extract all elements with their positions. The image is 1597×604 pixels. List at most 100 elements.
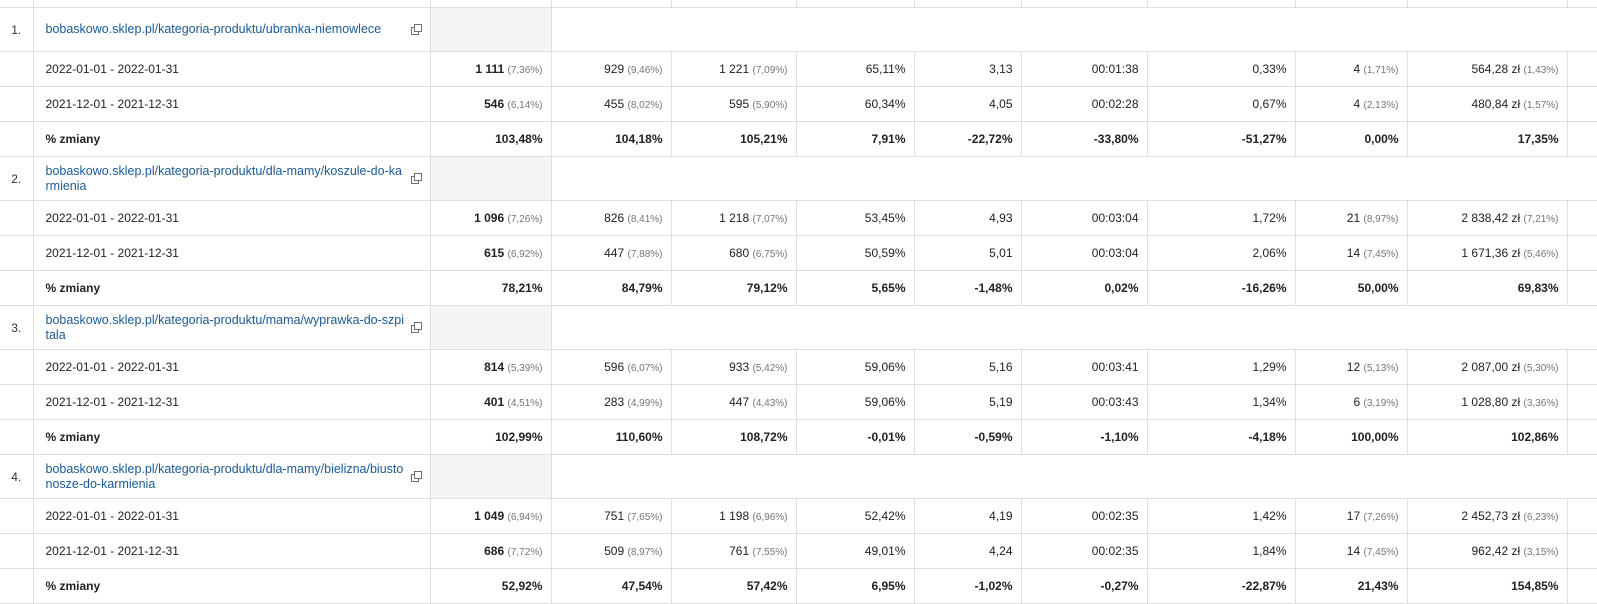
metric-c2-value: 596 (604, 360, 625, 374)
metric-c2-cell: 47,54% (551, 568, 672, 604)
metric-c9-value: 1 671,36 zł (1461, 246, 1521, 260)
metric-c5-cell: 5,19 (914, 384, 1022, 420)
url-row-shaded-cell (430, 454, 552, 499)
metric-c2-cell: 104,18% (551, 121, 672, 157)
metric-c4-cell: 50,59% (796, 235, 915, 271)
metric-c4-cell: 5,65% (796, 270, 915, 306)
metric-c9-value: 480,84 zł (1471, 97, 1521, 111)
page-url-link[interactable]: bobaskowo.sklep.pl/kategoria-produktu/ma… (45, 312, 405, 342)
metric-c7-value: 0,33% (1252, 62, 1287, 76)
metric-c3-value: 108,72% (740, 430, 788, 444)
page-url-link[interactable]: bobaskowo.sklep.pl/kategoria-produktu/dl… (45, 461, 404, 491)
change-label: % zmiany (33, 121, 431, 157)
metric-c1-cell: 52,92% (430, 568, 552, 604)
metric-c1-value: 78,21% (501, 281, 543, 295)
metric-c4-cell: 59,06% (796, 384, 915, 420)
header-stub-row (0, 0, 1597, 8)
metric-c6-value: 00:03:04 (1091, 211, 1139, 225)
metric-c7-cell: -16,26% (1147, 270, 1296, 306)
url-row-blank (551, 305, 1597, 350)
metric-c5-value: 5,16 (989, 360, 1013, 374)
metric-c1-cell: 1 049 (6,94%) (430, 498, 552, 534)
metric-c4-value: 60,34% (864, 97, 906, 111)
page-url-link[interactable]: bobaskowo.sklep.pl/kategoria-produktu/ub… (45, 22, 382, 36)
metric-c3-share: (7,09%) (752, 65, 788, 76)
metric-c8-cell: 4 (2,13%) (1295, 86, 1408, 122)
metric-c8-share: (3,19%) (1363, 398, 1399, 409)
row-spacer (0, 568, 34, 604)
metric-c1-cell: 1 096 (7,26%) (430, 200, 552, 236)
metric-c1-cell: 814 (5,39%) (430, 349, 552, 385)
date-range-label: 2021-12-01 - 2021-12-31 (33, 86, 431, 122)
metric-c6-cell: 00:03:04 (1021, 200, 1148, 236)
metric-c6-cell: 00:02:28 (1021, 86, 1148, 122)
metric-c5-value: -0,59% (974, 430, 1013, 444)
metric-c9-value: 17,35% (1517, 132, 1559, 146)
metric-c5-cell: -22,72% (914, 121, 1022, 157)
metric-c3-cell: 595 (5,90%) (671, 86, 797, 122)
metric-c3-cell: 1 218 (7,07%) (671, 200, 797, 236)
date-range-label: 2022-01-01 - 2022-01-31 (33, 498, 431, 534)
metric-c5-cell: 5,16 (914, 349, 1022, 385)
metric-c5-cell: -1,02% (914, 568, 1022, 604)
metric-c9-cell: 69,83% (1407, 270, 1568, 306)
metric-c2-value: 826 (604, 211, 625, 225)
external-link-icon[interactable] (410, 322, 422, 333)
metric-c7-cell: 1,42% (1147, 498, 1296, 534)
metric-c1-share: (7,26%) (507, 214, 543, 225)
metric-c6-value: 00:02:28 (1091, 97, 1139, 111)
page-url-link[interactable]: bobaskowo.sklep.pl/kategoria-produktu/dl… (45, 163, 402, 193)
metric-c1-cell: 103,48% (430, 121, 552, 157)
metric-c1-value: 546 (484, 97, 505, 111)
metric-c3-cell: 108,72% (671, 419, 797, 455)
row-tail (1567, 270, 1597, 306)
url-row-blank (551, 454, 1597, 499)
metric-c2-value: 929 (604, 62, 625, 76)
metric-c8-share: (7,45%) (1363, 249, 1399, 260)
metric-c8-share: (7,26%) (1363, 512, 1399, 523)
metric-c1-value: 686 (484, 544, 505, 558)
metric-c4-value: 6,95% (871, 579, 906, 593)
metric-c3-value: 1 198 (719, 509, 750, 523)
metric-c6-cell: 00:02:35 (1021, 498, 1148, 534)
metric-c1-value: 1 111 (475, 62, 505, 76)
external-link-icon[interactable] (410, 173, 422, 184)
row-spacer (0, 86, 34, 122)
metric-c2-value: 447 (604, 246, 625, 260)
metric-c8-cell: 0,00% (1295, 121, 1408, 157)
metric-c9-cell: 17,35% (1407, 121, 1568, 157)
metric-c5-value: 5,01 (989, 246, 1013, 260)
metric-c9-cell: 1 671,36 zł (5,46%) (1407, 235, 1568, 271)
row-tail (1567, 200, 1597, 236)
metric-c7-value: -51,27% (1241, 132, 1287, 146)
metric-c9-share: (6,23%) (1523, 512, 1559, 523)
page-url-row: 1. bobaskowo.sklep.pl/kategoria-produktu/… (0, 7, 1597, 52)
metric-c9-share: (7,21%) (1523, 214, 1559, 225)
change-row: % zmiany 52,92% 47,54% 57,42% 6,95% -1,02% -0,… (0, 568, 1597, 604)
metric-c7-cell: 1,34% (1147, 384, 1296, 420)
metric-c7-cell: 1,84% (1147, 533, 1296, 569)
metric-c6-value: 00:03:41 (1091, 360, 1139, 374)
metric-c7-value: 1,84% (1252, 544, 1287, 558)
metric-c1-value: 1 049 (474, 509, 505, 523)
metric-c4-value: 5,65% (871, 281, 906, 295)
metric-c6-value: -1,10% (1100, 430, 1139, 444)
date-range-label: 2022-01-01 - 2022-01-31 (33, 200, 431, 236)
external-link-icon[interactable] (410, 471, 422, 482)
metric-c1-share: (7,72%) (507, 547, 543, 558)
metric-c7-cell: -22,87% (1147, 568, 1296, 604)
metric-c8-cell: 12 (5,13%) (1295, 349, 1408, 385)
metric-c4-value: 50,59% (864, 246, 906, 260)
metric-c9-share: (1,43%) (1523, 65, 1559, 76)
metric-c4-value: 49,01% (864, 544, 906, 558)
external-link-icon[interactable] (410, 24, 422, 35)
page-url-cell: bobaskowo.sklep.pl/kategoria-produktu/ma… (33, 305, 431, 350)
metric-c3-share: (5,42%) (752, 363, 788, 374)
metric-c4-value: 52,42% (864, 509, 906, 523)
metric-c3-share: (5,90%) (752, 100, 788, 111)
metric-c7-cell: -4,18% (1147, 419, 1296, 455)
row-tail (1567, 235, 1597, 271)
metric-c9-cell: 102,86% (1407, 419, 1568, 455)
metric-c9-value: 962,42 zł (1471, 544, 1521, 558)
